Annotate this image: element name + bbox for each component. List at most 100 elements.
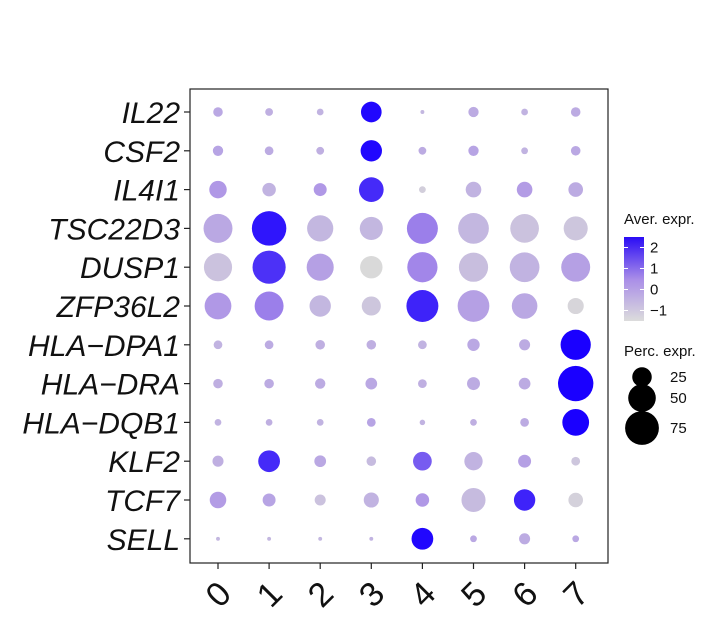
- dot-9-0: [212, 455, 224, 467]
- color-tick-label: 0: [650, 282, 658, 299]
- dot-4-1: [252, 250, 286, 284]
- dot-10-6: [513, 489, 536, 511]
- dot-4-0: [203, 253, 233, 282]
- dot-7-7: [558, 365, 594, 402]
- cluster-label: 0: [199, 575, 239, 615]
- color-tick-label: 1: [650, 261, 658, 278]
- size-legend-dot: [625, 411, 659, 445]
- dot-4-5: [458, 252, 489, 282]
- dot-2-4: [419, 186, 426, 193]
- x-axis-ticks: [217, 563, 577, 569]
- dot-0-3: [360, 101, 382, 123]
- size-legend-dot: [632, 367, 652, 387]
- dot-9-2: [314, 455, 327, 468]
- dot-8-3: [366, 418, 376, 427]
- gene-label: HLA−DRA: [41, 369, 180, 402]
- dot-7-2: [315, 378, 326, 389]
- dot-0-7: [570, 107, 581, 117]
- dot-8-5: [470, 419, 477, 426]
- size-legend-dot: [628, 384, 656, 412]
- cluster-label: 3: [352, 575, 392, 615]
- dot-6-2: [315, 340, 325, 350]
- dot-1-7: [570, 146, 581, 156]
- dot-8-4: [419, 419, 426, 426]
- dot-7-3: [365, 377, 378, 390]
- cluster-label: 5: [454, 575, 494, 615]
- dot-9-5: [464, 452, 483, 471]
- dot-7-1: [264, 378, 274, 389]
- dot-2-3: [358, 177, 384, 202]
- dot-6-7: [560, 329, 591, 360]
- dot-9-4: [413, 451, 432, 471]
- color-legend-ticks: 2 1 0 −1: [624, 240, 667, 320]
- dot-11-1: [267, 536, 272, 541]
- y-axis-ticks: [184, 111, 190, 540]
- dot-1-0: [212, 145, 224, 156]
- dot-5-6: [511, 293, 538, 319]
- gene-label: CSF2: [103, 136, 180, 169]
- cluster-label: 7: [556, 575, 596, 615]
- dot-1-2: [316, 146, 325, 155]
- gene-label: HLA−DPA1: [28, 330, 180, 363]
- cluster-label: 2: [301, 575, 341, 615]
- dot-5-4: [406, 290, 439, 322]
- size-legend-items: 25 50 75: [625, 367, 687, 445]
- dot-11-7: [572, 535, 580, 543]
- dot-0-5: [468, 106, 479, 118]
- dot-4-3: [360, 255, 383, 279]
- color-tick-label: 2: [650, 240, 658, 257]
- dot-5-1: [254, 291, 284, 321]
- color-legend-title: Aver. expr.: [624, 211, 695, 228]
- gene-label: TSC22D3: [48, 213, 180, 246]
- dot-1-5: [468, 145, 479, 156]
- dot-11-4: [411, 527, 434, 550]
- gene-label: TCF7: [105, 485, 181, 518]
- dot-3-2: [307, 215, 334, 242]
- dot-9-1: [258, 450, 280, 473]
- dot-9-3: [366, 456, 377, 466]
- dot-1-4: [418, 146, 427, 155]
- size-legend-title: Perc. expr.: [624, 343, 696, 360]
- color-tick-label: −1: [650, 303, 667, 320]
- cluster-label: 6: [505, 575, 545, 615]
- dot-10-5: [461, 487, 486, 513]
- size-legend-label: 25: [670, 369, 687, 386]
- dot-7-0: [213, 378, 223, 389]
- size-legend: Perc. expr. 25 50 75: [624, 343, 696, 445]
- dot-0-6: [521, 108, 528, 116]
- dot-6-4: [418, 340, 427, 350]
- dot-6-0: [213, 340, 223, 350]
- dot-3-0: [203, 213, 233, 243]
- dot-8-1: [265, 419, 273, 426]
- dot-3-3: [359, 216, 383, 240]
- dot-10-7: [568, 492, 584, 508]
- cluster-label: 4: [403, 575, 443, 615]
- dot-11-3: [369, 536, 374, 541]
- size-legend-label: 50: [670, 390, 687, 407]
- dot-2-5: [465, 181, 482, 198]
- dot-5-3: [361, 296, 381, 316]
- dot-5-0: [204, 292, 232, 320]
- dot-5-2: [309, 295, 331, 317]
- gene-label: IL22: [122, 97, 181, 130]
- color-legend-bar: [624, 237, 644, 321]
- dot-6-1: [264, 340, 274, 350]
- dot-9-6: [518, 454, 532, 468]
- size-legend-label: 75: [670, 420, 687, 437]
- dot-7-4: [418, 379, 427, 388]
- gene-labels: IL22 CSF2 IL4I1 TSC22D3 DUSP1 ZFP36L2 HLA−DPA1…: [22, 97, 181, 557]
- dot-3-6: [510, 214, 539, 243]
- dot-8-6: [520, 418, 529, 427]
- dot-4-7: [561, 252, 591, 282]
- dot-7-6: [518, 377, 531, 390]
- dot-8-7: [562, 409, 590, 436]
- dot-6-5: [467, 338, 480, 351]
- dot-8-2: [316, 419, 324, 426]
- dot-3-7: [563, 216, 588, 241]
- dot-3-5: [458, 213, 489, 244]
- dot-2-6: [516, 181, 533, 198]
- dot-1-6: [521, 147, 528, 155]
- dot-4-6: [509, 252, 540, 283]
- dot-4-4: [407, 252, 438, 283]
